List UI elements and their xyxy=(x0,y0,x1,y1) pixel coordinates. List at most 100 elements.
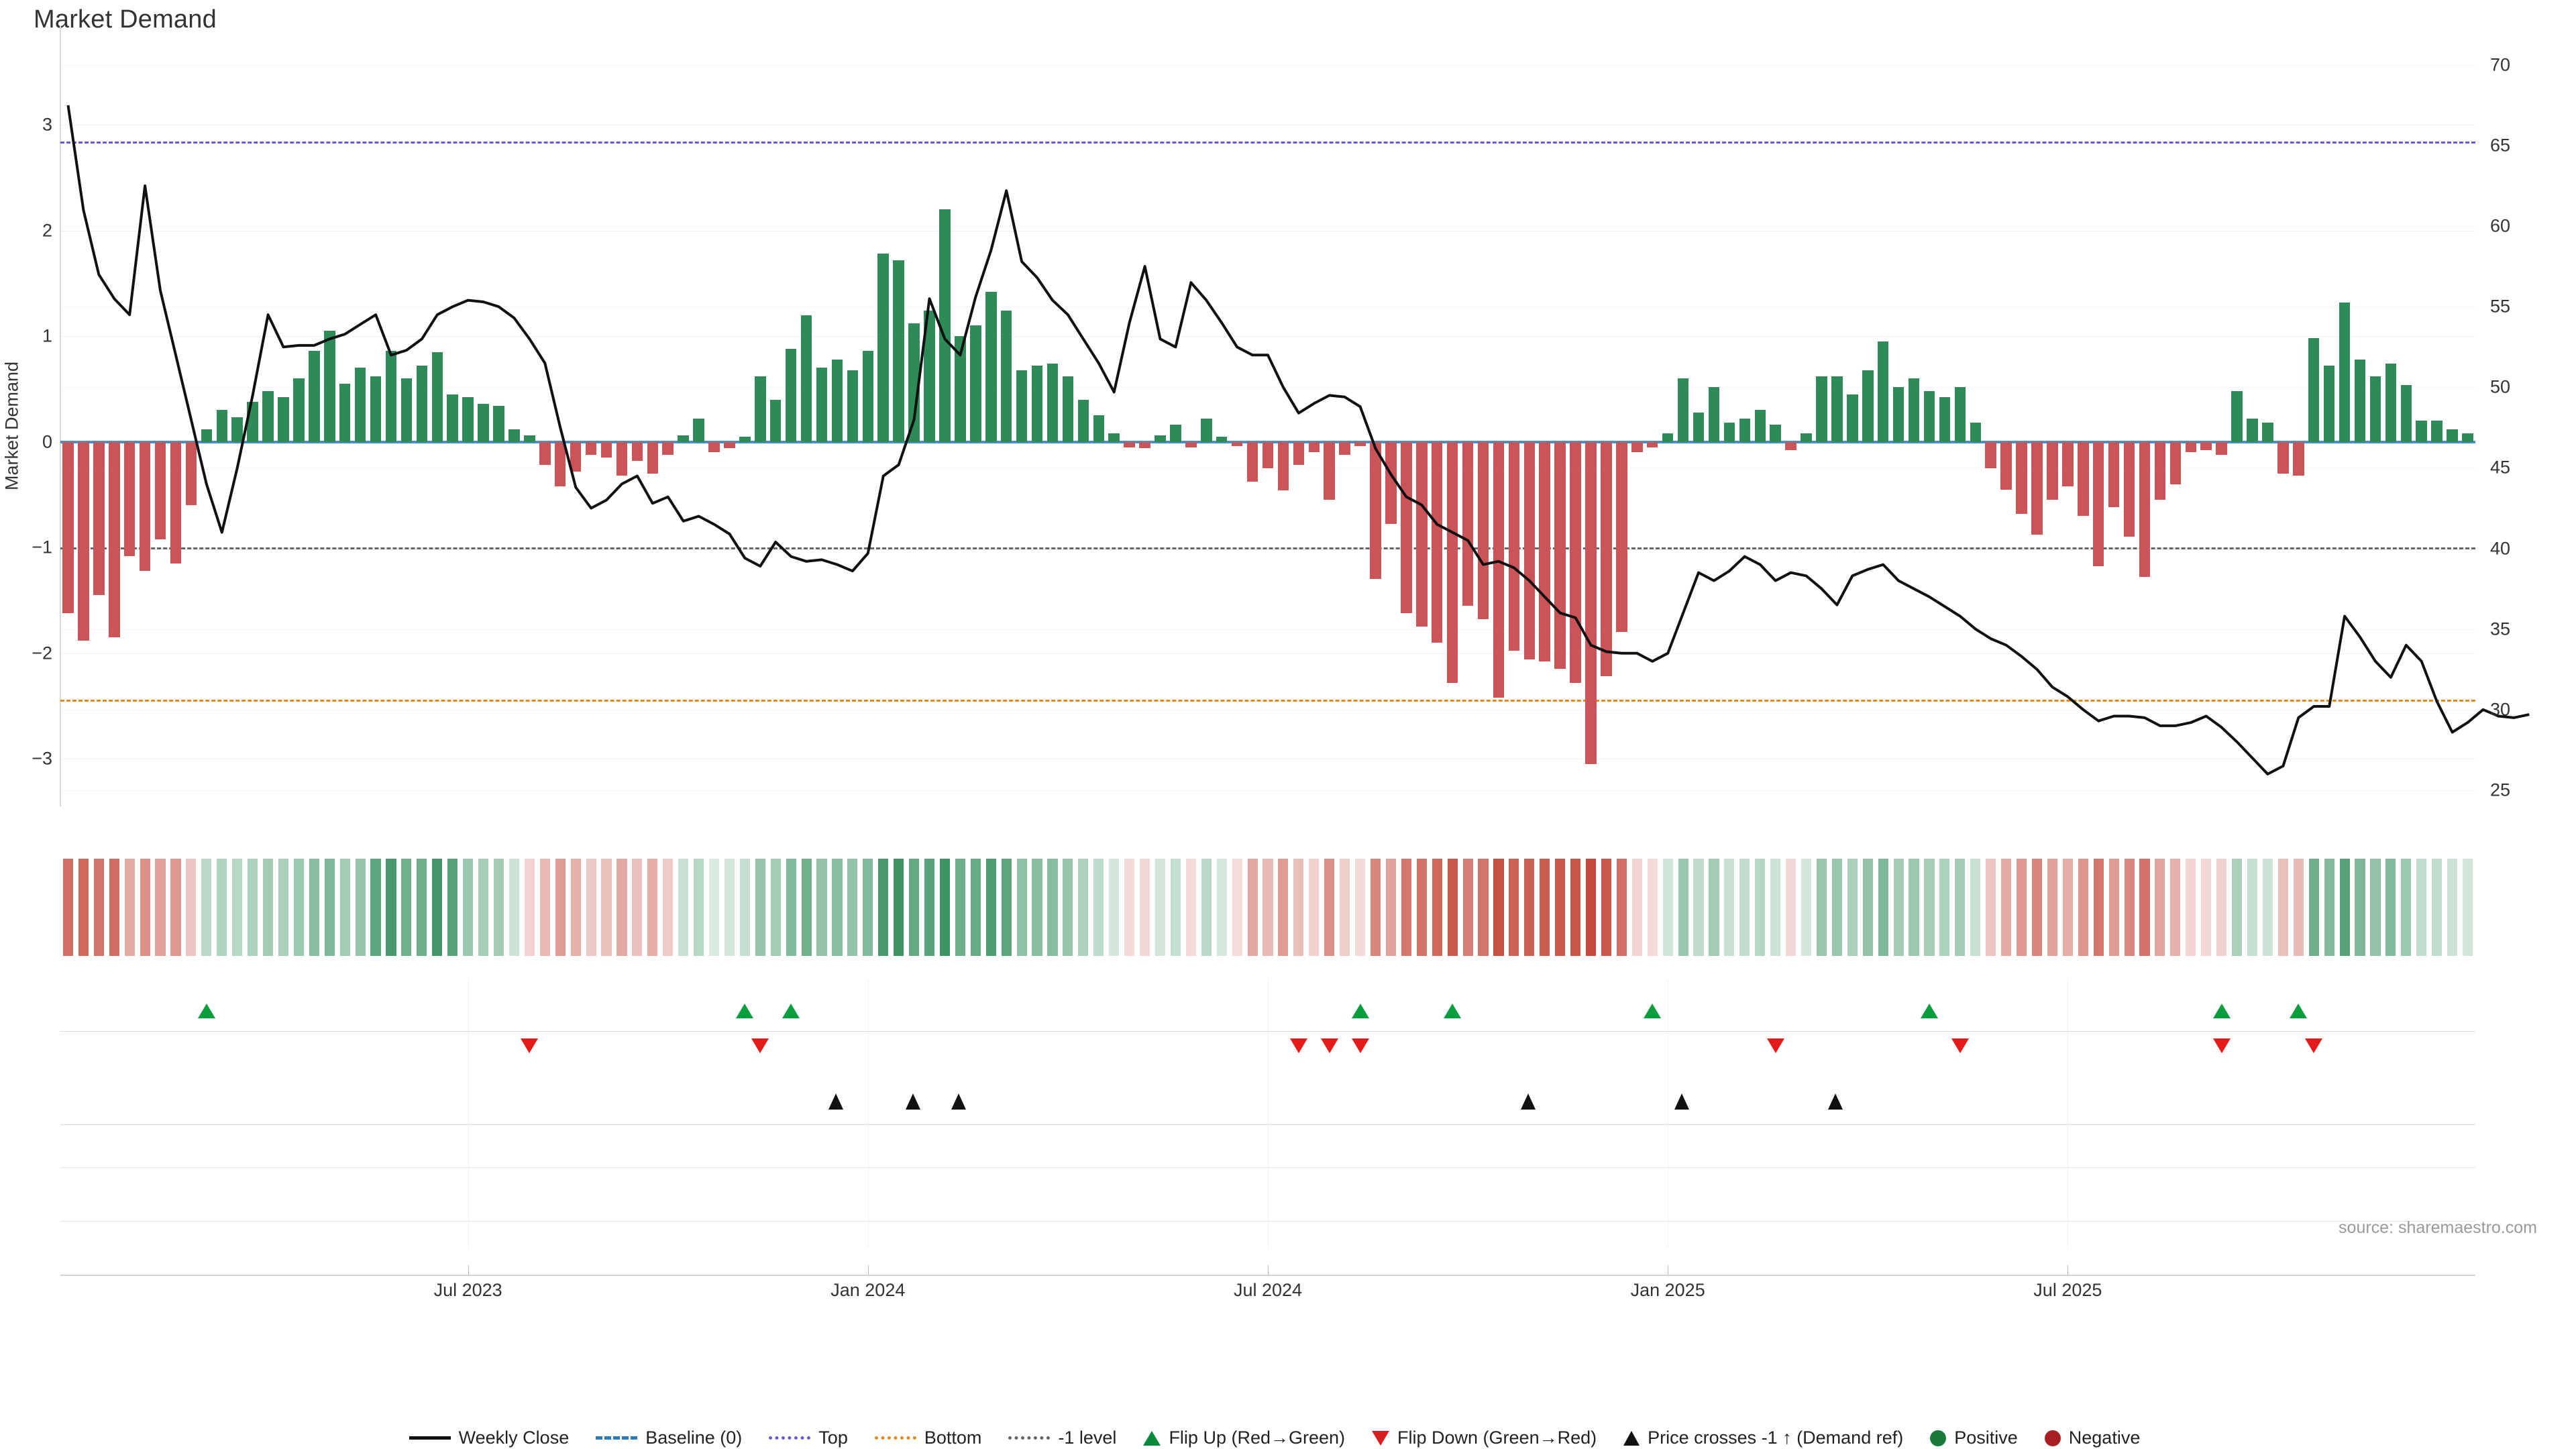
demand-bar[interactable] xyxy=(1016,370,1028,442)
demand-bar[interactable] xyxy=(1923,391,1935,442)
demand-bar[interactable] xyxy=(678,435,689,442)
heatmap-cell[interactable] xyxy=(2370,859,2381,956)
heatmap-cell[interactable] xyxy=(1078,859,1089,956)
demand-bar[interactable] xyxy=(2247,418,2258,442)
demand-bar[interactable] xyxy=(1308,441,1320,453)
heatmap-cell[interactable] xyxy=(939,859,951,956)
demand-bar[interactable] xyxy=(1446,441,1458,683)
heatmap-cell[interactable] xyxy=(1201,859,1212,956)
heatmap-cell[interactable] xyxy=(616,859,627,956)
heatmap-cell[interactable] xyxy=(1432,859,1442,956)
heatmap-cell[interactable] xyxy=(2277,859,2288,956)
heatmap-cell[interactable] xyxy=(278,859,289,956)
heatmap-cell[interactable] xyxy=(1340,859,1350,956)
demand-bar[interactable] xyxy=(862,351,874,442)
heatmap-cell[interactable] xyxy=(985,859,996,956)
heatmap-cell[interactable] xyxy=(1616,859,1627,956)
demand-bar[interactable] xyxy=(1816,376,1827,442)
demand-bar[interactable] xyxy=(2016,441,2027,514)
heatmap-cell[interactable] xyxy=(232,859,243,956)
marker-flip-up[interactable] xyxy=(782,1004,800,1018)
heatmap-cell[interactable] xyxy=(1770,859,1781,956)
heatmap-cell[interactable] xyxy=(708,859,720,956)
heatmap-cell[interactable] xyxy=(1385,859,1396,956)
heatmap-cell[interactable] xyxy=(1324,859,1335,956)
heatmap-cell[interactable] xyxy=(1955,859,1966,956)
marker-flip-down[interactable] xyxy=(1289,1038,1307,1053)
heatmap-cell[interactable] xyxy=(1970,859,1981,956)
marker-flip-up[interactable] xyxy=(736,1004,754,1018)
demand-bar[interactable] xyxy=(1616,441,1627,633)
demand-bar[interactable] xyxy=(508,429,520,442)
demand-bar[interactable] xyxy=(955,336,966,442)
demand-bar[interactable] xyxy=(924,311,935,442)
demand-bar[interactable] xyxy=(1954,386,1966,442)
heatmap-cell[interactable] xyxy=(1278,859,1289,956)
demand-bar[interactable] xyxy=(185,441,197,506)
heatmap-cell[interactable] xyxy=(1816,859,1827,956)
demand-bar[interactable] xyxy=(1262,441,1274,468)
marker-flip-up[interactable] xyxy=(1444,1004,1462,1018)
heatmap-cell[interactable] xyxy=(1570,859,1581,956)
demand-bar[interactable] xyxy=(1000,311,1012,442)
heatmap-cell[interactable] xyxy=(2339,859,2350,956)
demand-bar[interactable] xyxy=(1554,441,1566,669)
demand-bar[interactable] xyxy=(524,435,535,442)
heatmap-cell[interactable] xyxy=(524,859,535,956)
demand-bar[interactable] xyxy=(939,209,951,442)
demand-bar[interactable] xyxy=(2416,421,2427,442)
heatmap-cell[interactable] xyxy=(755,859,765,956)
demand-bar[interactable] xyxy=(2108,441,2120,508)
heatmap-cell[interactable] xyxy=(93,859,104,956)
heatmap-cell[interactable] xyxy=(894,859,904,956)
heatmap-cell[interactable] xyxy=(724,859,735,956)
demand-bar[interactable] xyxy=(278,397,289,442)
demand-bar[interactable] xyxy=(1801,433,1812,442)
heatmap-cell[interactable] xyxy=(1878,859,1888,956)
demand-bar[interactable] xyxy=(1693,412,1705,442)
legend-item-minus-one[interactable]: -1 level xyxy=(1008,1428,1116,1448)
demand-bar[interactable] xyxy=(1201,418,1212,442)
legend-item-flip-up[interactable]: Flip Up (Red→Green) xyxy=(1143,1428,1345,1448)
demand-bar[interactable] xyxy=(1723,423,1735,442)
demand-bar[interactable] xyxy=(78,441,89,641)
demand-bar[interactable] xyxy=(262,391,274,442)
demand-bar[interactable] xyxy=(1216,436,1228,442)
heatmap-cell[interactable] xyxy=(447,859,458,956)
demand-bar[interactable] xyxy=(785,349,797,442)
heatmap-cell[interactable] xyxy=(1063,859,1073,956)
heatmap-cell[interactable] xyxy=(1032,859,1042,956)
heatmap-cell[interactable] xyxy=(1786,859,1796,956)
heatmap-cell[interactable] xyxy=(140,859,150,956)
heatmap-cell[interactable] xyxy=(262,859,274,956)
heatmap-cell[interactable] xyxy=(2232,859,2243,956)
demand-bar[interactable] xyxy=(1339,441,1350,455)
legend-item-negative[interactable]: Negative xyxy=(2044,1428,2140,1448)
heatmap-cell[interactable] xyxy=(632,859,643,956)
demand-bar[interactable] xyxy=(354,368,366,442)
demand-bar[interactable] xyxy=(2354,359,2366,442)
demand-bar[interactable] xyxy=(2369,376,2381,442)
heatmap-cell[interactable] xyxy=(309,859,319,956)
demand-bar[interactable] xyxy=(462,397,474,442)
demand-bar[interactable] xyxy=(431,352,443,442)
demand-bar[interactable] xyxy=(2031,441,2043,535)
demand-bar[interactable] xyxy=(2169,441,2182,484)
marker-flip-down[interactable] xyxy=(1320,1038,1338,1053)
demand-bar[interactable] xyxy=(847,370,859,442)
heatmap-cell[interactable] xyxy=(909,859,920,956)
heatmap-cell[interactable] xyxy=(1939,859,1950,956)
marker-price-cross[interactable] xyxy=(1520,1093,1536,1110)
heatmap-cell[interactable] xyxy=(2432,859,2443,956)
heatmap-cell[interactable] xyxy=(1124,859,1135,956)
demand-bar[interactable] xyxy=(1108,433,1120,442)
demand-bar[interactable] xyxy=(1892,386,1904,442)
heatmap-cell[interactable] xyxy=(2308,859,2319,956)
heatmap-cell[interactable] xyxy=(1924,859,1935,956)
marker-flip-up[interactable] xyxy=(1644,1004,1662,1018)
heatmap-cell[interactable] xyxy=(1109,859,1120,956)
heatmap-cell[interactable] xyxy=(78,859,89,956)
demand-bar[interactable] xyxy=(2323,366,2335,442)
heatmap-cell[interactable] xyxy=(1755,859,1766,956)
heatmap-cell[interactable] xyxy=(1647,859,1658,956)
